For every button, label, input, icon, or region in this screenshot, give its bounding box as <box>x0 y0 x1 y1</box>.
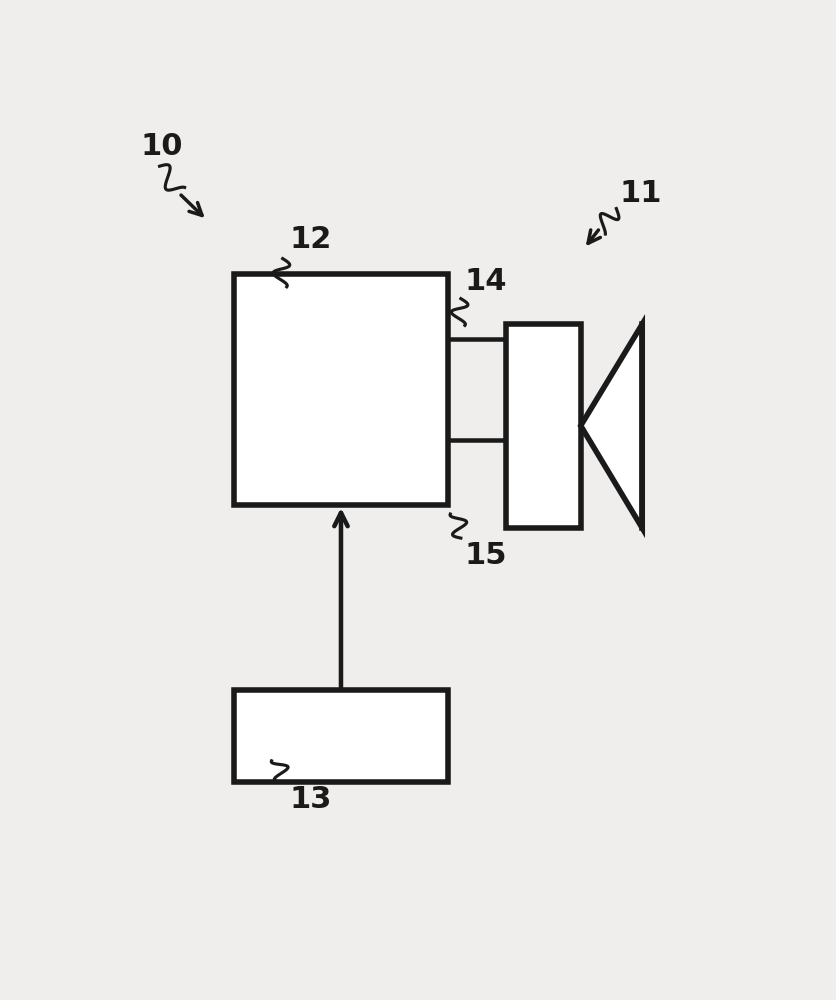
Polygon shape <box>581 324 642 528</box>
Bar <box>506 324 581 528</box>
Text: 13: 13 <box>289 785 332 814</box>
Bar <box>234 690 448 782</box>
Text: 15: 15 <box>464 541 507 570</box>
Bar <box>234 274 448 505</box>
Text: 14: 14 <box>464 267 507 296</box>
Text: 12: 12 <box>289 225 332 254</box>
Text: 10: 10 <box>140 132 182 161</box>
Text: 11: 11 <box>619 179 662 208</box>
